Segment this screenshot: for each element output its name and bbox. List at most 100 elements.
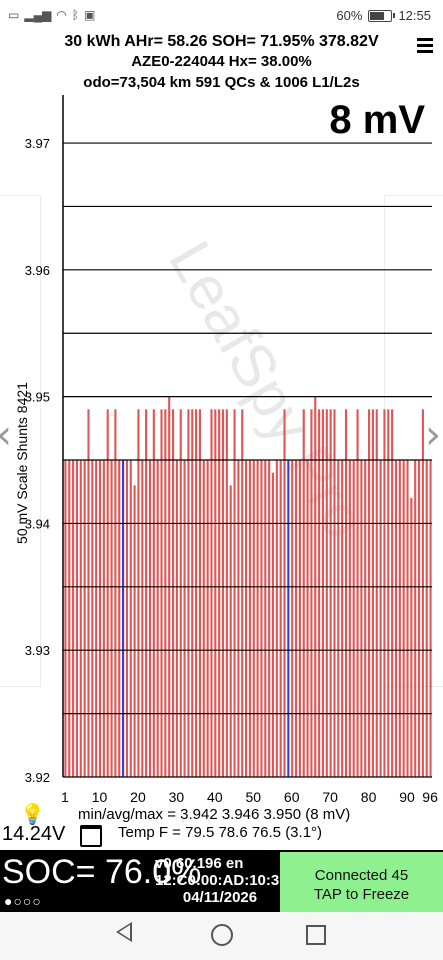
cell-bar-92: [414, 460, 417, 777]
status-right: 60% 12:55: [336, 8, 431, 23]
cell-bar-43: [225, 409, 228, 777]
cell-bar-44: [229, 485, 232, 777]
cell-bar-59: [287, 460, 290, 777]
cell-bar-24: [152, 409, 155, 777]
cell-bar-72: [337, 460, 340, 777]
cell-bar-40: [214, 409, 217, 777]
x-tick-label: 1: [61, 789, 69, 805]
page-indicator[interactable]: ●○○○: [4, 893, 42, 909]
cell-bar-93: [417, 460, 421, 777]
y-axis-title: 50 mV Scale Shunts 8421: [14, 382, 30, 544]
cell-bar-42: [221, 409, 225, 777]
chevron-right-icon[interactable]: ›: [425, 412, 441, 458]
cell-bar-60: [291, 460, 294, 777]
chevron-left-icon[interactable]: ‹: [0, 412, 12, 458]
cell-bar-78: [360, 460, 363, 777]
cell-bar-31: [179, 409, 182, 777]
back-icon[interactable]: [116, 922, 132, 942]
cell-bar-23: [148, 460, 152, 777]
cell-bar-3: [72, 460, 75, 777]
menu-icon[interactable]: [417, 38, 433, 56]
cell-bar-51: [256, 460, 259, 777]
version-info: v0.60.196 en 12:C0:00:AD:10:3 04/11/2026: [155, 855, 285, 906]
cell-bar-84: [383, 409, 386, 777]
cell-bar-70: [329, 409, 332, 777]
connected-status: Connected 45: [314, 867, 409, 884]
header-line-2: AZE0-224044 Hx= 38.00%: [131, 53, 312, 70]
battery-percent: 60%: [336, 8, 363, 23]
cell-bar-13: [110, 460, 113, 777]
cell-bar-50: [252, 460, 255, 777]
cell-bar-20: [137, 409, 140, 777]
x-tick-label: 40: [207, 789, 223, 805]
clock: 12:55: [398, 8, 431, 23]
mac-address: 12:C0:00:AD:10:3: [155, 872, 280, 889]
header-line-3: odo=73,504 km 591 QCs & 1006 L1/L2s: [83, 74, 360, 91]
cell-bar-45: [233, 409, 236, 777]
cell-bar-68: [321, 409, 325, 777]
cell-bar-77: [356, 409, 359, 777]
bluetooth-icon: ᛒ: [71, 8, 79, 22]
cell-bar-55: [271, 472, 275, 777]
cell-bar-34: [191, 409, 194, 777]
app-icon: ▣: [84, 8, 96, 22]
cell-bar-86: [391, 409, 394, 777]
cell-bar-16: [122, 460, 125, 777]
cell-bar-49: [248, 460, 251, 777]
x-tick-label: 90: [399, 789, 415, 805]
freeze-button[interactable]: Connected 45 TAP to Freeze: [280, 852, 443, 912]
cell-bar-32: [183, 460, 186, 777]
cell-bar-35: [195, 409, 198, 777]
cell-bar-19: [133, 485, 136, 777]
cell-bar-10: [98, 460, 102, 777]
cell-bar-1: [64, 460, 67, 777]
cell-bar-79: [364, 460, 367, 777]
status-left-icons: ▭ ▂▄▆ ◠ ᛒ ▣: [8, 8, 95, 22]
cell-bar-95: [425, 460, 428, 777]
cell-bar-75: [348, 460, 351, 777]
cell-bar-38: [206, 460, 209, 777]
cell-bar-6: [83, 460, 86, 777]
cell-bar-9: [95, 460, 98, 777]
cell-bar-26: [160, 409, 163, 777]
cell-bar-83: [379, 460, 382, 777]
cell-bar-61: [294, 460, 298, 777]
y-tick-label: 3.95: [25, 390, 50, 405]
cell-bar-56: [275, 460, 278, 777]
y-tick-label: 3.94: [25, 516, 50, 531]
home-icon[interactable]: [211, 924, 233, 946]
cell-bar-11: [102, 460, 105, 777]
freeze-label: TAP to Freeze: [313, 886, 410, 903]
cell-bar-52: [260, 460, 263, 777]
y-tick-label: 3.92: [25, 770, 50, 785]
x-tick-label: 10: [92, 789, 108, 805]
cell-bar-91: [410, 498, 413, 777]
cell-bar-48: [245, 460, 248, 777]
cell-bar-15: [118, 460, 121, 777]
cell-bar-21: [141, 460, 144, 777]
x-tick-label: 96: [422, 789, 438, 805]
calendar-icon[interactable]: [80, 825, 102, 847]
prev-card: [0, 195, 41, 687]
cell-bar-25: [156, 460, 159, 777]
header-line-1: 30 kWh AHr= 58.26 SOH= 71.95% 378.82V: [64, 33, 379, 50]
temperature-readout: Temp F = 79.5 78.6 76.5 (3.1°): [118, 824, 323, 841]
y-tick-label: 3.93: [25, 643, 50, 658]
cell-bar-63: [302, 409, 305, 777]
cell-bar-37: [202, 460, 205, 777]
x-tick-label: 60: [284, 789, 300, 805]
cell-bar-22: [145, 409, 148, 777]
cell-bar-54: [268, 460, 271, 777]
cell-bar-71: [333, 409, 336, 777]
cell-bar-46: [237, 460, 240, 777]
recents-icon[interactable]: [306, 925, 326, 945]
cell-bar-74: [344, 409, 348, 777]
lightbulb-icon[interactable]: 💡: [20, 804, 45, 826]
cell-bar-88: [398, 460, 401, 777]
cell-bar-33: [187, 409, 190, 777]
cell-bar-94: [421, 409, 424, 777]
cell-bar-2: [68, 460, 71, 777]
x-tick-label: 50: [245, 789, 261, 805]
cell-bar-76: [352, 460, 355, 777]
